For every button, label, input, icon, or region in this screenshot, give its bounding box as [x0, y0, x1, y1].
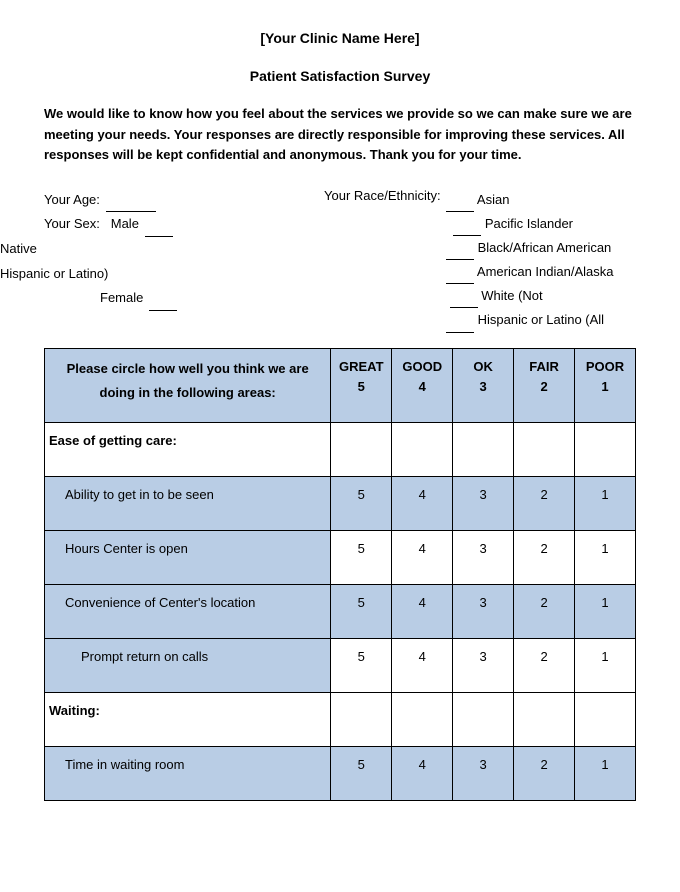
header-great: GREAT5	[331, 348, 392, 422]
demographics-left: Your Age: Your Sex: Male Native Hispanic…	[44, 188, 324, 333]
score-cell[interactable]: 4	[392, 476, 453, 530]
header-prompt: Please circle how well you think we are …	[45, 348, 331, 422]
score-cell[interactable]: 5	[331, 530, 392, 584]
question-row: Convenience of Center's location 5 4 3 2…	[45, 584, 636, 638]
clinic-name: [Your Clinic Name Here]	[44, 30, 636, 46]
header-poor: POOR1	[575, 348, 636, 422]
male-label: Male	[111, 216, 139, 231]
score-cell[interactable]: 3	[453, 746, 514, 800]
table-header-row: Please circle how well you think we are …	[45, 348, 636, 422]
eth-native: American Indian/Alaska	[477, 264, 614, 279]
eth-hispanic: Hispanic or Latino (All	[478, 312, 604, 327]
score-cell[interactable]: 5	[331, 476, 392, 530]
eth-pacific-line[interactable]	[453, 224, 481, 236]
section-row: Ease of getting care:	[45, 422, 636, 476]
demographics-right: Asian Pacific Islander Black/African Ame…	[444, 188, 636, 333]
age-label: Your Age:	[44, 192, 100, 207]
eth-native-line[interactable]	[446, 272, 474, 284]
score-cell[interactable]: 1	[575, 638, 636, 692]
eth-black-line[interactable]	[446, 248, 474, 260]
header-ok: OK3	[453, 348, 514, 422]
section-title: Waiting:	[45, 692, 331, 746]
score-cell[interactable]: 4	[392, 746, 453, 800]
score-cell[interactable]: 1	[575, 476, 636, 530]
score-cell[interactable]: 2	[514, 584, 575, 638]
score-cell[interactable]: 5	[331, 746, 392, 800]
score-cell[interactable]: 5	[331, 584, 392, 638]
survey-table: Please circle how well you think we are …	[44, 348, 636, 801]
score-cell[interactable]: 1	[575, 584, 636, 638]
score-cell[interactable]: 1	[575, 746, 636, 800]
eth-asian-line[interactable]	[446, 200, 474, 212]
eth-hispanic-line[interactable]	[446, 321, 474, 333]
race-label: Your Race/Ethnicity:	[324, 188, 441, 203]
score-cell[interactable]: 4	[392, 638, 453, 692]
survey-title: Patient Satisfaction Survey	[44, 68, 636, 84]
age-input-line[interactable]	[106, 200, 156, 212]
score-cell[interactable]: 3	[453, 530, 514, 584]
intro-paragraph: We would like to know how you feel about…	[44, 104, 636, 166]
header-good: GOOD4	[392, 348, 453, 422]
sex-label: Your Sex:	[44, 216, 100, 231]
section-row: Waiting:	[45, 692, 636, 746]
question-text: Hours Center is open	[45, 530, 331, 584]
eth-black: Black/African American	[478, 240, 612, 255]
score-cell[interactable]: 5	[331, 638, 392, 692]
demographics-section: Your Age: Your Sex: Male Native Hispanic…	[44, 188, 636, 333]
score-cell[interactable]: 4	[392, 530, 453, 584]
male-input-line[interactable]	[145, 225, 173, 237]
eth-asian: Asian	[477, 192, 510, 207]
eth-white-line[interactable]	[450, 296, 478, 308]
question-text: Prompt return on calls	[45, 638, 331, 692]
score-cell[interactable]: 2	[514, 746, 575, 800]
question-row: Prompt return on calls 5 4 3 2 1	[45, 638, 636, 692]
demographics-mid: Your Race/Ethnicity:	[324, 188, 444, 333]
question-row: Ability to get in to be seen 5 4 3 2 1	[45, 476, 636, 530]
score-cell[interactable]: 2	[514, 530, 575, 584]
native-label: Native	[0, 241, 37, 256]
score-cell[interactable]: 3	[453, 584, 514, 638]
score-cell[interactable]: 1	[575, 530, 636, 584]
score-cell[interactable]: 4	[392, 584, 453, 638]
score-cell[interactable]: 2	[514, 638, 575, 692]
female-label: Female	[100, 290, 143, 305]
score-cell[interactable]: 2	[514, 476, 575, 530]
eth-pacific: Pacific Islander	[485, 216, 573, 231]
question-text: Time in waiting room	[45, 746, 331, 800]
question-text: Convenience of Center's location	[45, 584, 331, 638]
section-title: Ease of getting care:	[45, 422, 331, 476]
question-row: Hours Center is open 5 4 3 2 1	[45, 530, 636, 584]
question-text: Ability to get in to be seen	[45, 476, 331, 530]
score-cell[interactable]: 3	[453, 638, 514, 692]
score-cell[interactable]: 3	[453, 476, 514, 530]
eth-white: White (Not	[481, 288, 542, 303]
header-fair: FAIR2	[514, 348, 575, 422]
hispanic-left-label: Hispanic or Latino)	[0, 266, 108, 281]
female-input-line[interactable]	[149, 299, 177, 311]
question-row: Time in waiting room 5 4 3 2 1	[45, 746, 636, 800]
survey-tbody: Ease of getting care: Ability to get in …	[45, 422, 636, 800]
